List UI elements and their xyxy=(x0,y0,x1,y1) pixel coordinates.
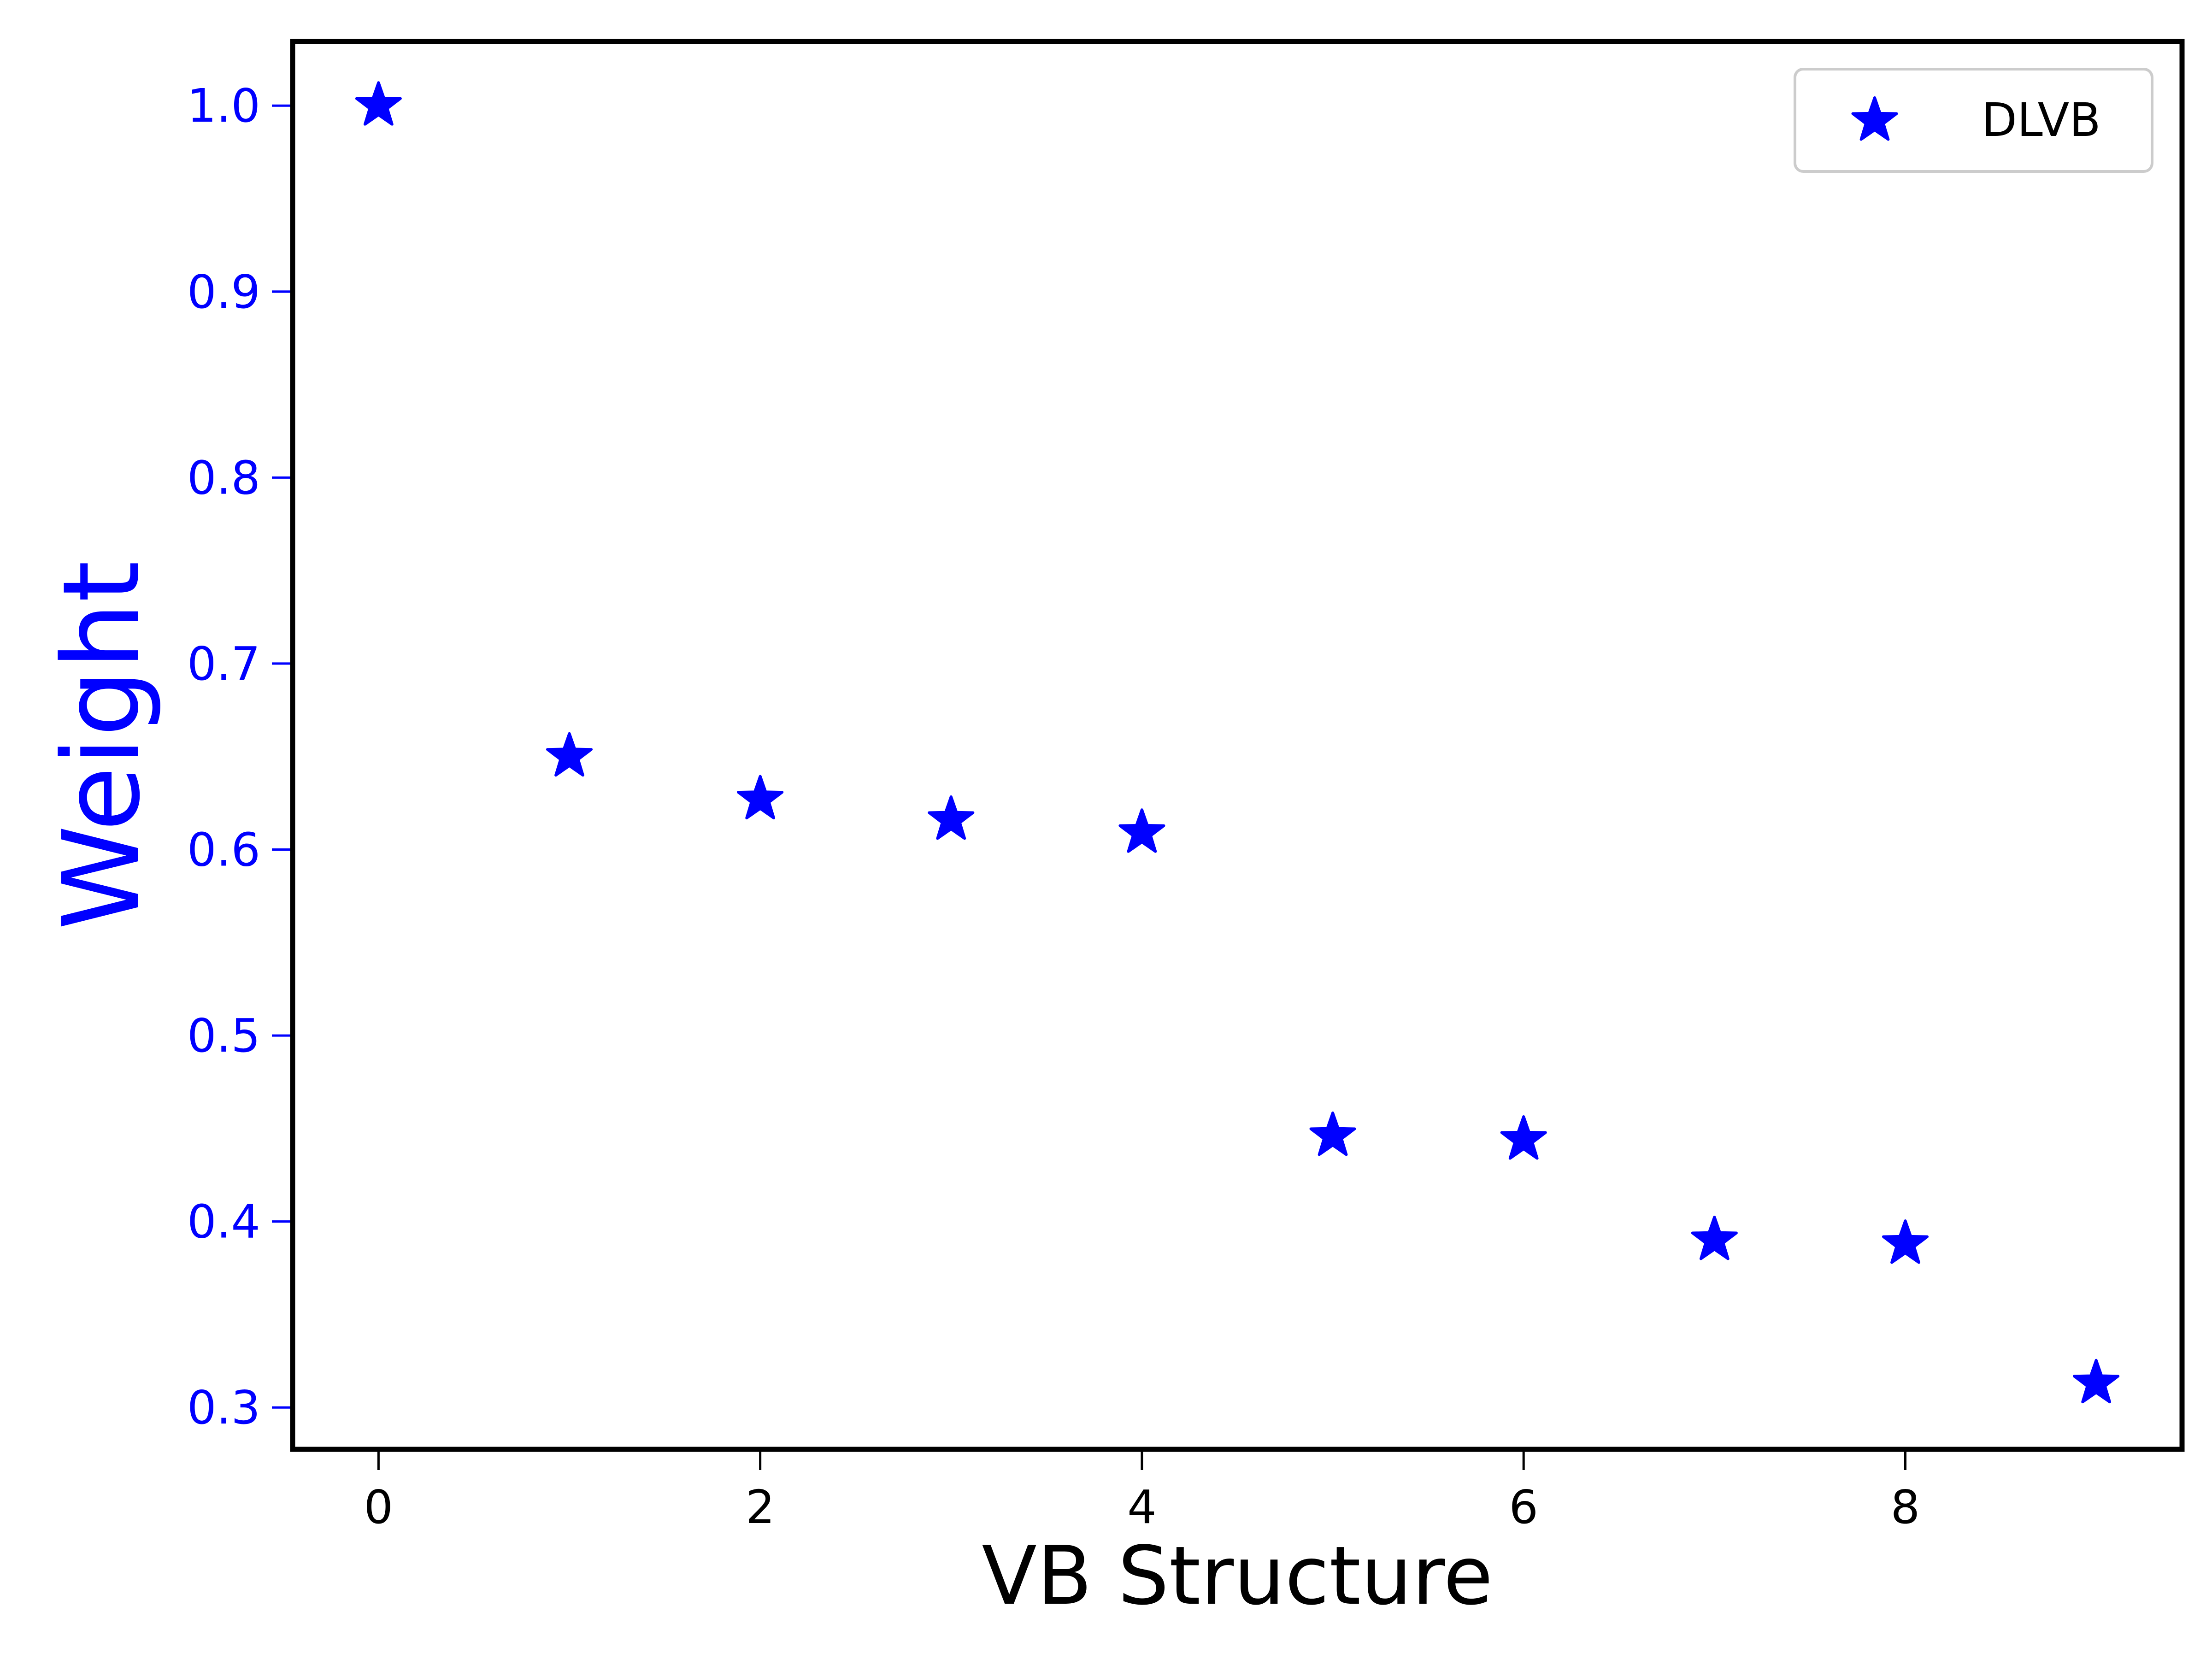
y-axis-title: Weight xyxy=(41,561,164,930)
x-tick-label: 4 xyxy=(1127,1480,1157,1534)
x-tick-label: 0 xyxy=(364,1480,394,1534)
data-point-star xyxy=(928,795,975,840)
y-tick-label: 0.8 xyxy=(187,451,260,505)
legend: DLVB xyxy=(1794,68,2153,173)
x-tick-label: 8 xyxy=(1891,1480,1920,1534)
y-tick-label: 0.4 xyxy=(187,1195,260,1249)
data-point-star xyxy=(737,775,784,819)
y-tick-label: 1.0 xyxy=(187,79,260,133)
data-point-star xyxy=(1309,1111,1356,1156)
data-point-star xyxy=(1691,1215,1738,1260)
y-tick-label: 0.6 xyxy=(187,823,260,877)
y-tick-label: 0.9 xyxy=(187,265,260,319)
data-point-star xyxy=(2073,1359,2120,1404)
data-point-star xyxy=(1118,808,1165,853)
plot-frame xyxy=(290,39,2185,1452)
data-point-star xyxy=(546,732,593,777)
x-axis-ticks: 0 2 4 6 8 xyxy=(364,1449,1920,1534)
y-tick-label: 0.3 xyxy=(187,1381,260,1435)
y-axis-ticks: 0.3 0.4 0.5 0.6 0.7 0.8 0.9 1.0 xyxy=(187,79,293,1435)
data-point-star xyxy=(355,81,402,126)
legend-star-marker xyxy=(1851,96,1898,141)
data-point-star xyxy=(1882,1219,1929,1264)
legend-box xyxy=(1794,68,2153,173)
data-point-star xyxy=(1500,1115,1547,1160)
y-tick-label: 0.7 xyxy=(187,637,260,691)
y-tick-label: 0.5 xyxy=(187,1009,260,1063)
x-axis-title: VB Structure xyxy=(982,1530,1493,1623)
data-points xyxy=(355,81,2120,1404)
legend-label: DLVB xyxy=(1982,93,2101,147)
x-tick-label: 6 xyxy=(1509,1480,1538,1534)
x-tick-label: 2 xyxy=(746,1480,775,1534)
